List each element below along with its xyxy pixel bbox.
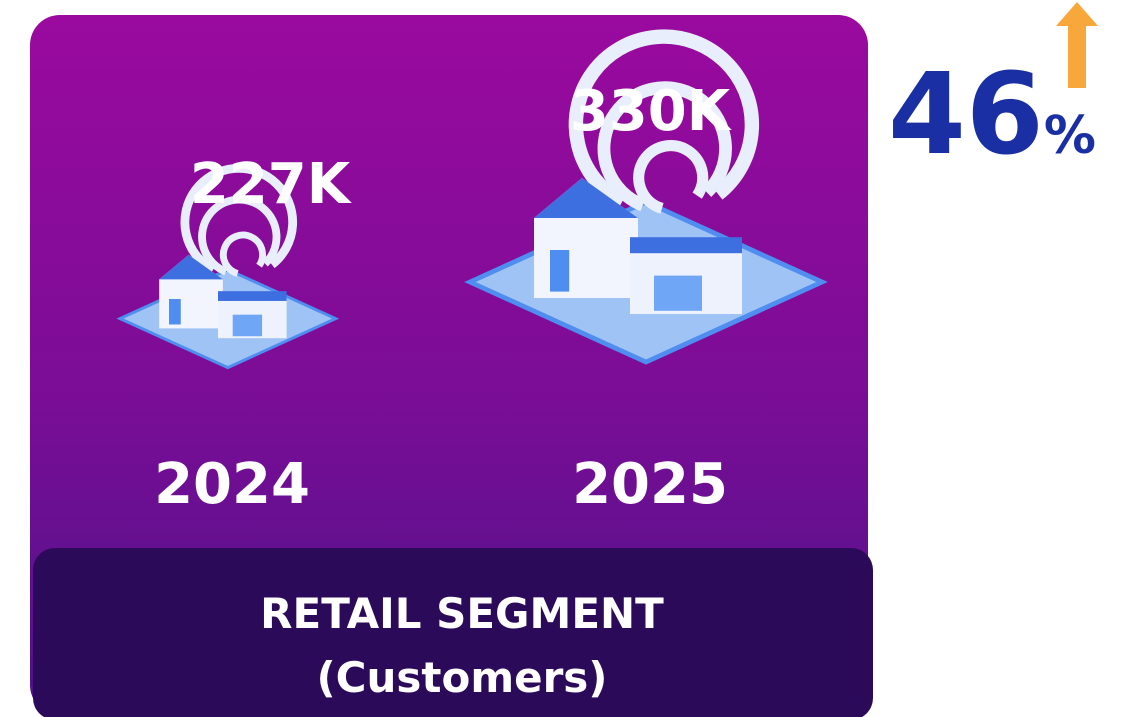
year-label: 2024 bbox=[154, 452, 310, 517]
year-label: 2025 bbox=[572, 452, 728, 517]
value-label: 330K bbox=[570, 79, 733, 144]
footer-title: RETAIL SEGMENT bbox=[260, 589, 664, 638]
growth-number: 46 bbox=[888, 50, 1044, 180]
growth-value: 46% bbox=[888, 50, 1096, 180]
infographic: 227K 330K 2024 2025 RETAIL SEGMENT (Cust… bbox=[0, 0, 1127, 717]
value-label: 227K bbox=[190, 152, 353, 217]
growth-unit: % bbox=[1044, 106, 1096, 166]
footer-subtitle: (Customers) bbox=[316, 653, 607, 702]
up-arrow bbox=[1056, 2, 1098, 88]
